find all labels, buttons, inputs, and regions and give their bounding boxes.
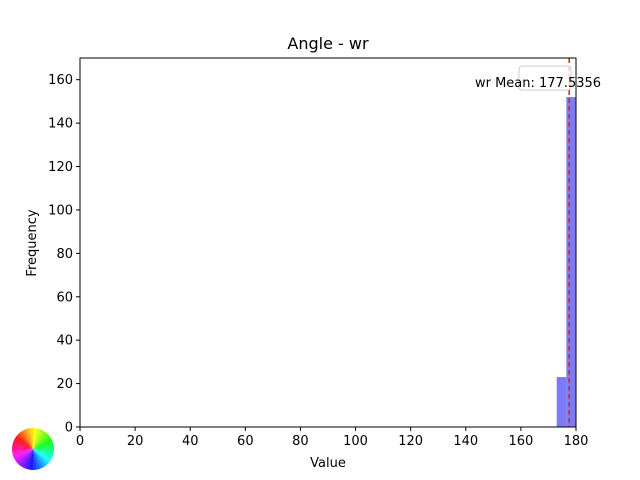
y-tick-label-5: 100 [48, 203, 73, 218]
x-tick-label-3: 60 [237, 434, 254, 449]
x-tick-label-6: 120 [398, 434, 423, 449]
legend-box [518, 65, 572, 91]
color-wheel-segment-28 [12, 441, 33, 449]
y-tick-label-7: 140 [48, 117, 73, 132]
color-wheel-segment-29 [13, 438, 33, 449]
color-wheel-segment-21 [19, 449, 33, 468]
plot-frame [79, 57, 577, 428]
color-wheel-segment-13 [33, 449, 50, 466]
color-wheel-segment-2 [33, 429, 44, 449]
color-wheel-segment-1 [33, 428, 41, 449]
y-tick-label-3: 60 [56, 290, 73, 305]
y-axis-label: Frequency [25, 209, 40, 276]
color-wheel-segment-6 [33, 438, 53, 449]
chart-title: Angle - wr [287, 34, 369, 53]
color-wheel-segment-33 [22, 429, 33, 449]
x-tick-label-2: 40 [182, 434, 199, 449]
y-tick-label-4: 80 [56, 247, 73, 262]
color-wheel-segment-14 [33, 449, 47, 468]
histogram-bar-1 [566, 97, 576, 427]
color-wheel-segment-23 [14, 449, 33, 463]
x-tick-label-4: 80 [292, 434, 309, 449]
x-tick-label-9: 180 [564, 434, 589, 449]
color-wheel-segment-32 [19, 430, 33, 449]
color-wheel-segment-16 [33, 449, 41, 470]
x-tick-label-7: 140 [453, 434, 478, 449]
x-tick-label-5: 100 [343, 434, 368, 449]
axes-group: 0 20 40 60 80 100 120 140 160 180 0 20 40 60 80 100 120 1… [48, 57, 589, 449]
color-wheel-segment-3 [33, 430, 47, 449]
color-wheel-segment-11 [33, 449, 53, 460]
color-wheel-segment-35 [29, 427, 34, 449]
y-tick-label-8: 160 [48, 73, 73, 88]
color-wheel-segment-12 [33, 449, 52, 463]
color-wheel-segment-17 [32, 449, 37, 470]
color-wheel-segment-31 [16, 432, 33, 449]
hue-color-wheel-icon [12, 427, 55, 470]
color-wheel-segment-20 [22, 449, 33, 469]
color-wheel-segment-8 [33, 445, 55, 450]
color-wheel-segment-24 [13, 449, 34, 460]
color-wheel-segment-25 [12, 449, 33, 457]
y-tick-label-0: 0 [65, 421, 73, 436]
x-tick-label-8: 160 [508, 434, 533, 449]
color-wheel-segment-26 [12, 448, 33, 453]
color-wheel-segment-19 [25, 449, 33, 470]
histogram-bar-0 [556, 377, 567, 427]
legend: wr Mean: 177.5356 [475, 65, 601, 91]
color-wheel-segment-15 [33, 449, 44, 469]
color-wheel-segment-5 [33, 435, 52, 449]
color-wheel-segment-7 [33, 441, 54, 449]
color-wheel-segment-22 [16, 449, 33, 466]
x-axis-label: Value [310, 456, 346, 471]
mean-label: wr Mean: 177.5356 [475, 76, 601, 91]
x-tick-label-0: 0 [76, 434, 84, 449]
color-wheel-segment-4 [33, 432, 50, 449]
color-wheel-segment-10 [33, 449, 54, 457]
y-tick-label-1: 20 [56, 377, 73, 392]
bars-group [556, 58, 576, 427]
color-wheel-segment-34 [25, 428, 33, 449]
y-tick-label-2: 40 [56, 334, 73, 349]
y-tick-label-6: 120 [48, 160, 73, 175]
color-wheel-segment-30 [14, 435, 33, 449]
x-tick-label-1: 20 [127, 434, 144, 449]
